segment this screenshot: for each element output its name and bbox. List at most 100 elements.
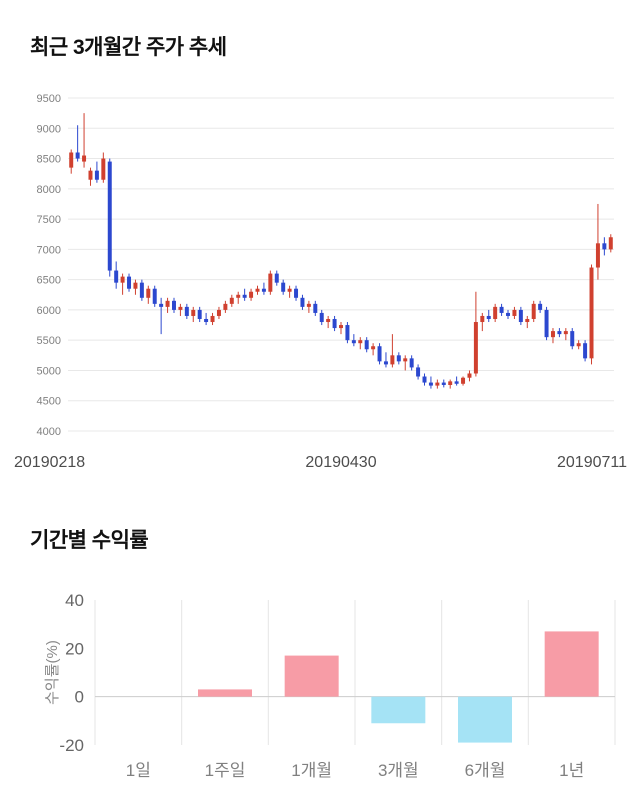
y-axis-tick-label: 9500 [37, 93, 61, 105]
candle-body-up [595, 243, 600, 268]
y-axis-tick-label: 0 [75, 688, 84, 707]
candle-body-up [403, 358, 408, 362]
candle-body-up [69, 152, 74, 168]
candle-body-down [557, 331, 562, 335]
candle-body-up [435, 382, 440, 386]
y-axis-tick-label: 9000 [37, 123, 61, 135]
candle-body-down [332, 318, 337, 329]
x-axis-category-label: 6개월 [465, 761, 506, 780]
candle-body-up [608, 237, 613, 250]
candle-body-down [377, 346, 382, 362]
candle-body-down [454, 381, 459, 384]
candle-body-down [409, 358, 414, 368]
period-return-title: 기간별 수익률 [30, 529, 149, 552]
candle-body-up [287, 288, 292, 292]
price-trend-title: 최근 3개월간 주가 추세 [30, 36, 227, 59]
y-axis-tick-label: 6000 [37, 305, 61, 317]
candle-body-down [139, 282, 144, 298]
candle-body-down [538, 303, 543, 310]
candle-body-down [127, 276, 132, 289]
candle-body-up [358, 340, 363, 344]
x-axis-category-label: 1일 [126, 761, 151, 780]
candle-body-down [544, 309, 549, 338]
candle-body-up [512, 309, 517, 316]
candle-body-down [351, 340, 356, 344]
positive-return-bar [284, 655, 339, 697]
candle-body-down [313, 303, 318, 313]
candle-body-up [371, 346, 376, 350]
x-axis-category-label: 1개월 [291, 761, 332, 780]
candle-body-up [146, 288, 151, 298]
candle-body-down [107, 161, 112, 271]
candle-body-down [416, 367, 421, 377]
candle-body-up [550, 331, 555, 338]
candle-body-down [159, 303, 164, 307]
candlestick-chart: 4000 4500 5000 5500 6000 6500 7000 7500 8000 8500… [14, 93, 627, 471]
candle-body-down [294, 288, 299, 298]
candle-body-down [184, 306, 189, 316]
return-bar-chart: 40 20 0 -20 수익률(%) 1일 1주일 1개월 3개월 6개월 1년 [44, 591, 616, 780]
y-axis-tick-label: 8500 [37, 154, 61, 166]
candle-body-down [152, 288, 157, 304]
candle-body-up [165, 300, 170, 307]
candle-body-down [75, 152, 80, 159]
candle-body-down [261, 288, 266, 292]
candle-body-up [236, 294, 241, 298]
x-axis-category-label: 1년 [559, 761, 584, 780]
candle-body-up [448, 381, 453, 385]
y-axis-tick-label: 7500 [37, 214, 61, 226]
y-axis-tick-label: -20 [59, 736, 84, 755]
candle-body-up [480, 315, 485, 323]
candle-body-up [101, 158, 106, 180]
candle-body-down [383, 361, 388, 365]
candle-body-up [467, 373, 472, 378]
candle-body-up [229, 297, 234, 304]
x-axis-date-label: 20190430 [305, 454, 376, 471]
candle-body-down [570, 331, 575, 347]
candle-body-down [319, 312, 324, 323]
candle-body-up [339, 325, 343, 329]
candle-body-down [428, 382, 433, 386]
candle-body-down [242, 294, 247, 298]
candle-body-up [133, 282, 138, 289]
y-axis-tick-label: 6500 [37, 275, 61, 287]
candle-body-down [441, 382, 446, 385]
y-axis-tick-label: 20 [65, 639, 84, 658]
y-axis-title: 수익률(%) [44, 640, 61, 705]
candle-body-up [268, 273, 273, 292]
candle-body-down [583, 343, 588, 359]
candle-body-down [422, 376, 427, 383]
y-axis-tick-label: 5500 [37, 335, 61, 347]
candle-body-up [390, 355, 395, 365]
candle-body-down [486, 315, 491, 319]
candle-body-up [525, 318, 530, 323]
candle-body-down [345, 325, 350, 341]
candle-body-up [493, 306, 498, 319]
candle-body-down [300, 297, 305, 307]
candle-body-down [171, 300, 176, 310]
candle-body-down [499, 306, 504, 313]
candle-body-up [589, 267, 594, 359]
y-axis-tick-label: 4500 [37, 396, 61, 408]
candle-body-up [191, 309, 196, 316]
candle-body-down [204, 318, 209, 323]
candle-body-down [602, 243, 607, 250]
positive-return-bar [544, 631, 599, 697]
candle-body-up [576, 343, 581, 347]
candle-body-down [364, 340, 369, 350]
y-axis-tick-label: 8000 [37, 184, 61, 196]
candle-body-up [249, 291, 254, 298]
y-axis-tick-label: 7000 [37, 244, 61, 256]
candle-body-up [473, 322, 478, 374]
x-axis-category-label: 1주일 [205, 761, 246, 780]
candle-body-down [506, 312, 511, 316]
negative-return-bar [458, 696, 512, 743]
candle-body-down [518, 309, 523, 323]
candle-body-down [281, 282, 286, 292]
y-axis-tick-label: 5000 [37, 365, 61, 377]
candle-body-down [396, 355, 401, 362]
candle-body-up [88, 170, 93, 180]
candle-body-down [197, 309, 202, 319]
candle-body-up [216, 309, 221, 316]
